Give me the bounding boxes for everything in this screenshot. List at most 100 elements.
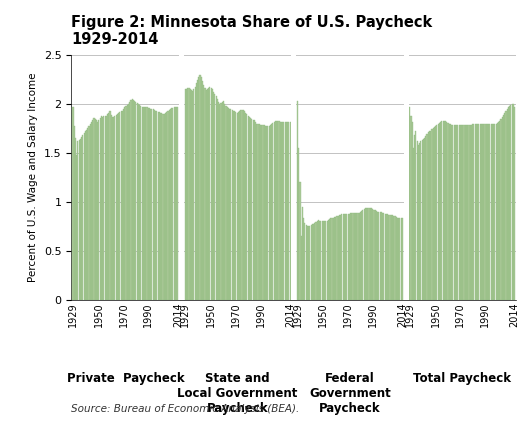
Bar bbox=[79, 140, 80, 300]
Bar bbox=[95, 119, 96, 300]
Bar bbox=[321, 221, 323, 300]
Bar bbox=[413, 148, 414, 300]
Bar bbox=[103, 116, 104, 300]
Bar bbox=[74, 126, 75, 300]
Bar bbox=[155, 111, 156, 300]
Bar bbox=[203, 85, 204, 300]
Bar bbox=[375, 210, 376, 300]
Bar bbox=[397, 218, 398, 300]
Bar bbox=[356, 212, 357, 300]
Bar bbox=[184, 90, 186, 300]
Bar bbox=[460, 125, 461, 300]
Bar bbox=[383, 212, 384, 300]
Bar bbox=[445, 121, 446, 300]
Bar bbox=[323, 221, 324, 300]
Bar bbox=[159, 112, 160, 300]
Bar bbox=[330, 218, 331, 300]
Bar bbox=[72, 107, 74, 300]
Bar bbox=[417, 141, 418, 300]
Bar bbox=[341, 214, 343, 300]
Bar bbox=[208, 88, 209, 300]
Bar bbox=[190, 90, 191, 300]
Bar bbox=[466, 125, 467, 300]
Bar bbox=[386, 214, 387, 300]
Bar bbox=[134, 101, 135, 300]
Bar bbox=[300, 236, 302, 300]
Bar bbox=[270, 125, 271, 300]
Bar bbox=[217, 99, 218, 300]
Bar bbox=[80, 139, 81, 300]
Bar bbox=[513, 104, 514, 300]
Bar bbox=[465, 125, 466, 300]
Bar bbox=[209, 87, 210, 300]
Bar bbox=[193, 90, 194, 300]
Bar bbox=[345, 214, 346, 300]
Bar bbox=[305, 224, 306, 300]
Text: Federal
Government
Paycheck: Federal Government Paycheck bbox=[309, 372, 391, 415]
Bar bbox=[82, 136, 83, 300]
Bar bbox=[297, 101, 298, 300]
Bar bbox=[506, 109, 508, 300]
Bar bbox=[89, 126, 90, 300]
Bar bbox=[198, 77, 199, 300]
Bar bbox=[233, 111, 234, 300]
Bar bbox=[448, 124, 450, 300]
Bar bbox=[377, 212, 378, 300]
Bar bbox=[164, 114, 165, 300]
Bar bbox=[447, 123, 448, 300]
Bar bbox=[335, 217, 336, 300]
Bar bbox=[77, 141, 79, 300]
Bar bbox=[347, 214, 349, 300]
Bar bbox=[138, 104, 139, 300]
Bar bbox=[455, 125, 456, 300]
Bar bbox=[99, 120, 100, 300]
Bar bbox=[139, 105, 140, 300]
Bar bbox=[151, 109, 152, 300]
Bar bbox=[340, 215, 341, 300]
Bar bbox=[117, 114, 118, 300]
Bar bbox=[370, 208, 371, 300]
Bar bbox=[421, 141, 422, 300]
Bar bbox=[114, 116, 115, 300]
Bar bbox=[143, 107, 144, 300]
Bar bbox=[197, 80, 198, 300]
Bar bbox=[350, 212, 351, 300]
Bar bbox=[371, 208, 372, 300]
Bar bbox=[336, 215, 337, 300]
Bar bbox=[97, 122, 98, 300]
Bar bbox=[388, 215, 389, 300]
Bar bbox=[424, 139, 425, 300]
Bar bbox=[458, 125, 460, 300]
Bar bbox=[244, 111, 245, 300]
Bar bbox=[266, 126, 267, 300]
Bar bbox=[509, 106, 510, 300]
Bar bbox=[298, 148, 299, 300]
Bar bbox=[425, 136, 426, 300]
Bar bbox=[443, 121, 444, 300]
Bar bbox=[320, 221, 321, 300]
Bar bbox=[488, 124, 489, 300]
Bar bbox=[310, 225, 311, 300]
Bar bbox=[150, 109, 151, 300]
Bar bbox=[271, 124, 272, 300]
Bar bbox=[361, 211, 362, 300]
Bar bbox=[212, 90, 213, 300]
Bar bbox=[309, 226, 310, 300]
Bar bbox=[502, 117, 503, 300]
Bar bbox=[381, 212, 382, 300]
Bar bbox=[145, 107, 147, 300]
Bar bbox=[493, 124, 494, 300]
Bar bbox=[231, 110, 233, 300]
Bar bbox=[219, 104, 220, 300]
Bar bbox=[470, 125, 471, 300]
Bar bbox=[437, 124, 438, 300]
Bar bbox=[108, 113, 109, 300]
Y-axis label: Percent of U.S. Wage and Salary Income: Percent of U.S. Wage and Salary Income bbox=[28, 73, 38, 282]
Bar bbox=[136, 103, 138, 300]
Bar bbox=[153, 109, 154, 300]
Bar bbox=[278, 121, 279, 300]
Bar bbox=[170, 109, 171, 300]
Bar bbox=[512, 104, 513, 300]
Bar bbox=[446, 122, 447, 300]
Bar bbox=[477, 124, 478, 300]
